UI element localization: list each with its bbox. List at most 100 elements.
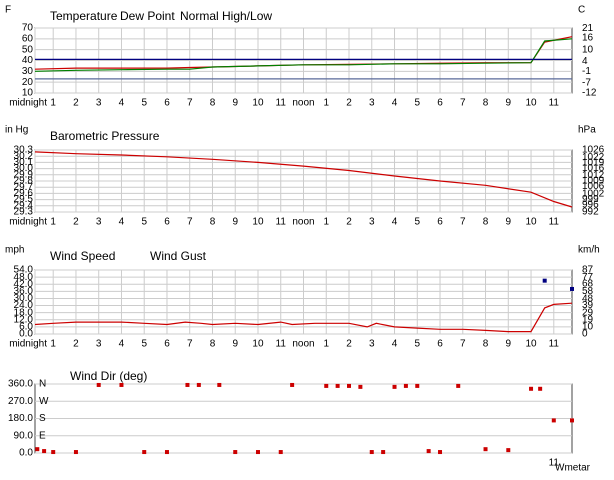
point [73, 450, 78, 455]
point [185, 382, 190, 387]
x-tick-label: 10 [252, 339, 264, 350]
x-tick-label: 6 [164, 98, 170, 109]
x-tick-label: 3 [369, 98, 375, 109]
y-tick-label: 6.0 [19, 322, 33, 333]
x-tick-label: 3 [369, 339, 375, 350]
point [542, 278, 547, 283]
x-tick-label: 4 [392, 339, 398, 350]
y2-axis-unit: km/h [578, 245, 600, 256]
y2-tick-label: 39 [582, 300, 594, 311]
point [426, 449, 431, 454]
point [335, 383, 340, 388]
y2-tick-label: 77 [582, 272, 594, 283]
x-tick-label: 7 [187, 98, 193, 109]
point [392, 384, 397, 389]
y2-tick-label: 0 [582, 329, 588, 340]
x-tick-label: 2 [73, 217, 79, 228]
x-tick-label: 10 [525, 217, 537, 228]
y2-tick-label: 68 [582, 279, 594, 290]
x-tick-label: 10 [525, 98, 537, 109]
y-tick-label: 10 [22, 88, 34, 99]
x-tick-label: 8 [210, 98, 216, 109]
legend-entry: Normal High/Low [180, 9, 272, 23]
y2-tick-label: -12 [582, 87, 597, 98]
y-tick-label: 12.0 [14, 314, 34, 325]
x-tick-label: 4 [119, 217, 125, 228]
y2-tick-label: 999 [582, 194, 599, 205]
y2-tick-label: 10 [582, 321, 594, 332]
point [217, 382, 222, 387]
y-tick-label: 50 [22, 44, 34, 55]
x-tick-label: 3 [96, 339, 102, 350]
point [570, 418, 574, 423]
point [347, 383, 352, 388]
y-tick-label: 270.0 [8, 396, 33, 407]
y-tick-label: 18.0 [14, 307, 34, 318]
x-tick-label: noon [292, 339, 314, 350]
point [42, 449, 47, 454]
x-tick-label: 11 [276, 217, 287, 228]
x-tick-label: 3 [96, 98, 102, 109]
y-tick-label: 29.8 [14, 176, 34, 187]
y-tick-label: 29.3 [14, 207, 34, 218]
y-tick-label: 24.0 [14, 300, 34, 311]
point [438, 450, 443, 455]
x-tick-label: 11 [276, 339, 287, 350]
point [570, 286, 574, 291]
y-tick-label: 20 [22, 77, 34, 88]
compass-label: E [39, 430, 46, 441]
point [538, 386, 543, 391]
y-axis-unit: in Hg [5, 125, 28, 136]
y2-tick-label: 1026 [582, 145, 605, 156]
point [96, 382, 101, 387]
x-tick-label: 6 [437, 98, 443, 109]
x-tick-label: 11 [549, 458, 560, 469]
y-axis-unit: F [5, 5, 11, 16]
x-tick-label: 1 [50, 98, 56, 109]
legend-entry: Wind Speed [50, 249, 115, 263]
y-tick-label: 30.3 [14, 145, 34, 156]
legend-entry: Dew Point [120, 9, 175, 23]
point [255, 450, 260, 455]
x-tick-label: 1 [323, 339, 329, 350]
x-tick-label: 6 [437, 339, 443, 350]
y-tick-label: 40 [22, 55, 34, 66]
x-tick-label: 1 [323, 98, 329, 109]
y-tick-label: 29.5 [14, 194, 34, 205]
x-tick-label: 10 [252, 217, 264, 228]
y2-tick-label: -1 [582, 66, 591, 77]
y-tick-label: 29.6 [14, 188, 34, 199]
x-tick-label: 5 [141, 217, 147, 228]
point [196, 382, 201, 387]
y2-tick-label: 4 [582, 56, 588, 67]
compass-label: S [39, 413, 46, 424]
point [483, 447, 488, 452]
y2-tick-label: 29 [582, 307, 594, 318]
y-tick-label: 29.9 [14, 169, 34, 180]
x-tick-label: 8 [483, 98, 489, 109]
x-tick-label: 5 [141, 339, 147, 350]
y2-tick-label: 21 [582, 23, 594, 34]
x-tick-label: 9 [506, 98, 512, 109]
x-tick-label: 2 [73, 339, 79, 350]
line [34, 302, 573, 333]
legend-entry: Barometric Pressure [50, 129, 160, 143]
y-tick-label: 30.2 [14, 151, 34, 162]
x-tick-label: 4 [119, 339, 125, 350]
x-tick-label: 7 [187, 339, 193, 350]
y2-tick-label: 1022 [582, 152, 605, 163]
y-tick-label: 0.0 [19, 448, 33, 459]
x-tick-label: 7 [460, 217, 466, 228]
y2-axis-unit: C [578, 5, 585, 16]
y-tick-label: 54.0 [14, 265, 34, 276]
point [35, 447, 40, 452]
y2-tick-label: 10 [582, 44, 594, 55]
y-tick-label: 70 [22, 23, 34, 34]
x-tick-label: 9 [232, 339, 238, 350]
point [506, 448, 511, 453]
x-tick-label: midnight [9, 217, 47, 228]
point [290, 382, 295, 387]
x-tick-label: midnight [9, 98, 47, 109]
line [34, 151, 573, 208]
